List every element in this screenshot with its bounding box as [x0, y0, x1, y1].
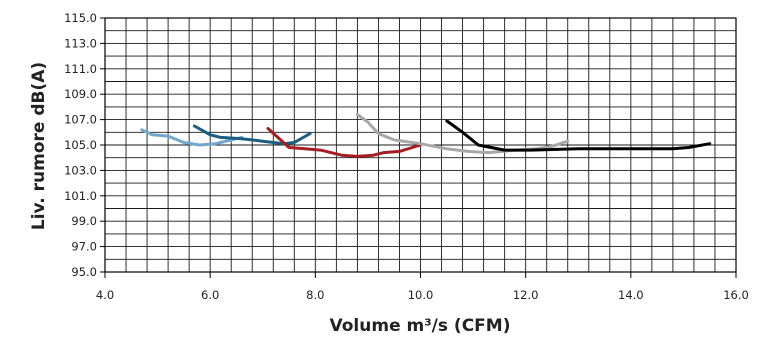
- x-tick-label: 6.0: [201, 288, 219, 302]
- y-tick-label: 115.0: [64, 11, 97, 25]
- chart-grid: [104, 17, 737, 273]
- y-tick-label: 113.0: [64, 36, 97, 50]
- x-tick-label: 14.0: [618, 288, 644, 302]
- y-axis-title: Liv. rumore dB(A): [29, 62, 49, 230]
- x-tick-label: 8.0: [306, 288, 324, 302]
- y-tick-label: 105.0: [64, 138, 97, 152]
- x-tick-label: 4.0: [96, 288, 114, 302]
- series-line-3: [266, 127, 422, 158]
- y-tick-label: 107.0: [64, 113, 97, 127]
- y-tick-label: 101.0: [64, 189, 97, 203]
- y-tick-label: 109.0: [64, 87, 97, 101]
- y-axis-ticks: 95.0 97.0 99.0 101.0 103.0 105.0 107.0 109.0 111…: [64, 11, 105, 279]
- series-line-5: [445, 119, 712, 152]
- x-axis-title: Volume m³/s (CFM): [330, 316, 511, 336]
- y-tick-label: 99.0: [71, 214, 97, 228]
- series-line-2: [192, 124, 312, 146]
- chart-series: [140, 113, 712, 158]
- y-tick-label: 97.0: [71, 240, 97, 254]
- x-tick-label: 16.0: [723, 288, 749, 302]
- y-tick-label: 103.0: [64, 163, 97, 177]
- x-tick-label: 10.0: [408, 288, 434, 302]
- series-line-1: [140, 128, 244, 147]
- x-axis-ticks: 4.0 6.0 8.0 10.0 12.0 14.0 16.0: [96, 272, 749, 302]
- y-tick-label: 95.0: [71, 265, 97, 279]
- y-tick-label: 111.0: [64, 62, 97, 76]
- x-tick-label: 12.0: [513, 288, 539, 302]
